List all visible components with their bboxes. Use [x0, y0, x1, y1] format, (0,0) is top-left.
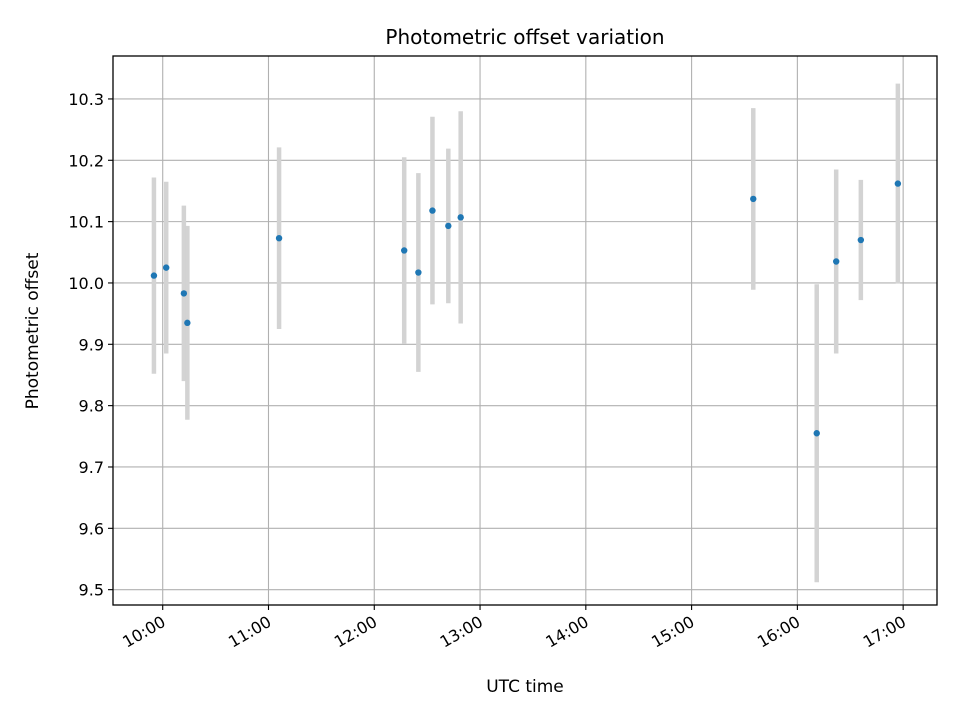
data-point [180, 290, 188, 297]
y-tick-label: 9.9 [79, 335, 104, 354]
data-point [150, 272, 158, 279]
data-points [150, 180, 902, 437]
data-point [813, 430, 820, 437]
y-axis-label: Photometric offset [23, 252, 43, 409]
data-point [832, 258, 840, 265]
data-point [750, 195, 757, 203]
y-tick-label: 9.7 [79, 458, 104, 477]
y-tick-label: 10.1 [68, 213, 104, 232]
y-tick-label: 9.6 [79, 519, 104, 538]
data-point [457, 214, 464, 221]
x-axis-label: UTC time [486, 677, 564, 697]
data-point [163, 264, 170, 271]
data-point [445, 222, 452, 230]
data-point [429, 207, 436, 214]
chart-title: Photometric offset variation [385, 25, 664, 49]
grid-lines [113, 56, 937, 605]
y-tick-label: 10.2 [68, 151, 104, 170]
data-point [415, 269, 422, 276]
y-tick-label: 9.5 [79, 581, 104, 600]
data-point [894, 180, 902, 187]
plot-frame [112, 55, 938, 606]
y-tick-label: 9.8 [79, 397, 104, 416]
y-tick-label: 10.3 [68, 90, 104, 109]
data-point [857, 236, 865, 244]
data-point [401, 247, 408, 254]
data-point [275, 234, 283, 242]
data-point [184, 319, 191, 327]
y-tick-label: 10.0 [68, 274, 104, 293]
